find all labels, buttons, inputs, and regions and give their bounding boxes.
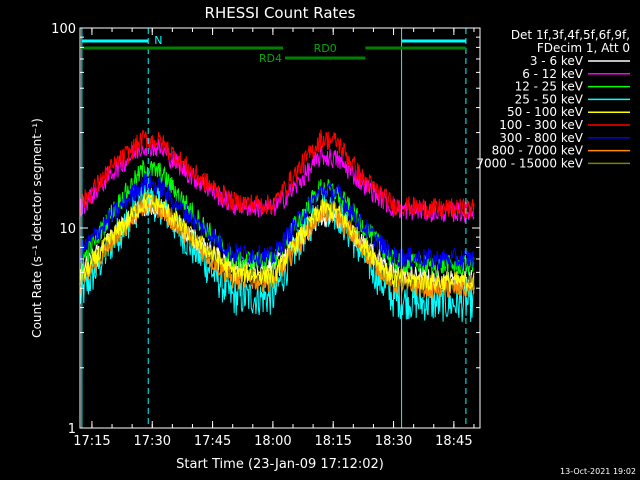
chart-title: RHESSI Count Rates (205, 4, 356, 22)
series-line (79, 173, 475, 270)
x-tick-label: 17:30 (134, 434, 171, 449)
plot-marks (79, 129, 475, 323)
night-label: N (154, 34, 162, 47)
legend-entry-label: 300 - 800 keV (499, 131, 583, 145)
y-tick-label: 100 (51, 22, 76, 37)
legend-entry-label: 100 - 300 keV (499, 118, 583, 132)
legend-entry-label: 3 - 6 keV (530, 54, 584, 68)
y-axis-ticks: 1 10 100 (51, 22, 480, 437)
legend-entry-label: 12 - 25 keV (515, 80, 584, 94)
series-line (79, 192, 475, 292)
x-axis-label: Start Time (23-Jan-09 17:12:02) (176, 457, 384, 472)
legend-entry-label: 6 - 12 keV (522, 67, 584, 81)
y-tick-label: 10 (59, 222, 76, 237)
legend-header-line-2: FDecim 1, Att 0 (537, 41, 630, 55)
x-tick-label: 18:15 (314, 434, 351, 449)
legend: Det 1f,3f,4f,5f,6f,9f, FDecim 1, Att 0 3… (476, 28, 630, 170)
legend-header-line-1: Det 1f,3f,4f,5f,6f,9f, (511, 28, 630, 42)
y-axis-label: Count Rate (s⁻¹ detector segment⁻¹) (30, 118, 44, 338)
series-line (79, 160, 475, 276)
x-tick-label: 18:45 (435, 434, 472, 449)
y-tick-label: 1 (68, 422, 76, 437)
legend-entry-label: 50 - 100 keV (507, 105, 584, 119)
legend-entry-label: 25 - 50 keV (515, 92, 584, 106)
legend-entry-label: 7000 - 15000 keV (476, 156, 583, 170)
x-axis-ticks: 17:15 17:30 17:45 18:00 18:15 18:30 18:45 (73, 28, 475, 449)
rd0-label: RD0 (314, 42, 337, 55)
footer-timestamp: 13-Oct-2021 19:02 (560, 467, 636, 476)
series-line (79, 129, 475, 220)
x-tick-label: 17:45 (194, 434, 231, 449)
x-tick-label: 18:00 (254, 434, 291, 449)
x-tick-label: 17:15 (73, 434, 110, 449)
rd4-label: RD4 (259, 52, 282, 65)
legend-entry-label: 800 - 7000 keV (492, 144, 584, 158)
x-tick-label: 18:30 (375, 434, 412, 449)
